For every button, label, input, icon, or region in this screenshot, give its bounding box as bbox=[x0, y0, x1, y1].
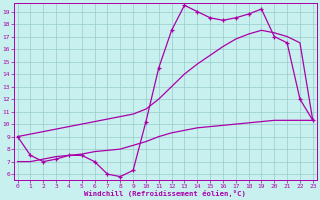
X-axis label: Windchill (Refroidissement éolien,°C): Windchill (Refroidissement éolien,°C) bbox=[84, 190, 246, 197]
